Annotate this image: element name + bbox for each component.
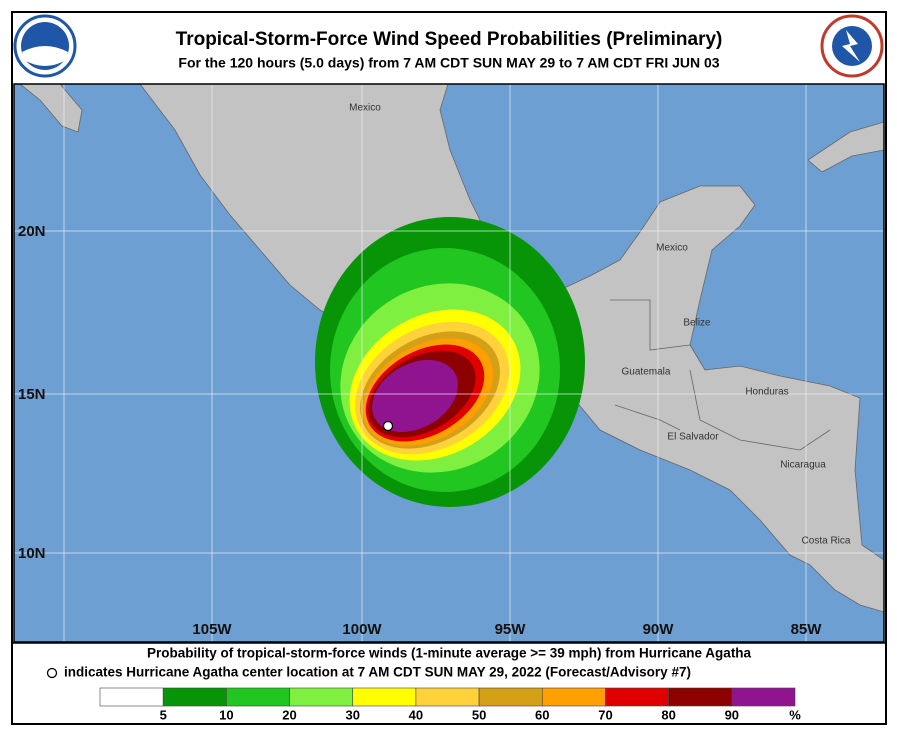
probability-contours bbox=[315, 217, 585, 507]
legend-label: 60 bbox=[535, 707, 549, 722]
caption: indicates Hurricane Agatha center locati… bbox=[64, 665, 691, 680]
legend-swatch bbox=[162, 687, 227, 707]
caption: Probability of tropical-storm-force wind… bbox=[147, 646, 752, 661]
place-label: Mexico bbox=[349, 103, 381, 114]
lat-label: 15N bbox=[18, 386, 46, 403]
lon-label: 85W bbox=[791, 621, 823, 638]
map-border bbox=[13, 83, 885, 643]
lat-label: 10N bbox=[18, 545, 46, 562]
storm-center bbox=[382, 420, 394, 432]
legend-label: 90 bbox=[725, 707, 739, 722]
legend-swatch bbox=[731, 687, 796, 707]
legend-label: 10 bbox=[219, 707, 233, 722]
nws-logo bbox=[820, 14, 884, 78]
legend-swatch bbox=[289, 687, 354, 707]
lon-label: 100W bbox=[342, 621, 382, 638]
place-label: Mexico bbox=[656, 243, 688, 254]
legend-label: 80 bbox=[661, 707, 675, 722]
legend-swatch bbox=[668, 687, 733, 707]
legend-label: 70 bbox=[598, 707, 612, 722]
contour bbox=[372, 359, 458, 433]
map: Mexico Mexico Belize Guatemala Honduras … bbox=[14, 84, 884, 642]
legend: 5 10 20 30 40 50 60 70 80 90% bbox=[99, 687, 801, 722]
legend-swatch bbox=[541, 687, 606, 707]
lon-label: 95W bbox=[495, 621, 527, 638]
place-label: Honduras bbox=[745, 387, 788, 398]
legend-swatch bbox=[605, 687, 669, 707]
subtitle: For the 120 hours (5.0 days) from 7 AM C… bbox=[178, 55, 719, 71]
legend-swatch bbox=[415, 687, 480, 707]
legend-label: 20 bbox=[282, 707, 296, 722]
noaa-logo bbox=[13, 14, 77, 78]
title: Tropical-Storm-Force Wind Speed Probabil… bbox=[176, 29, 723, 50]
legend-label: 5 bbox=[160, 707, 167, 722]
legend-swatch bbox=[478, 687, 543, 707]
center-icon bbox=[46, 667, 58, 679]
lat-label: 20N bbox=[18, 223, 46, 240]
legend-label: % bbox=[789, 707, 801, 722]
land bbox=[19, 84, 83, 133]
place-label: Belize bbox=[683, 318, 711, 329]
place-label: El Salvador bbox=[667, 432, 719, 443]
lon-label: 90W bbox=[643, 621, 675, 638]
legend-swatch bbox=[226, 687, 290, 707]
lon-label: 105W bbox=[192, 621, 232, 638]
legend-label: 30 bbox=[345, 707, 359, 722]
legend-label: 50 bbox=[472, 707, 486, 722]
legend-swatch bbox=[99, 687, 164, 707]
place-label: Costa Rica bbox=[802, 536, 851, 547]
land bbox=[807, 121, 884, 173]
borders bbox=[610, 299, 831, 451]
place-label: Guatemala bbox=[622, 367, 671, 378]
legend-label: 40 bbox=[409, 707, 423, 722]
grid bbox=[14, 84, 884, 642]
legend-swatch bbox=[352, 687, 417, 707]
place-label: Nicaragua bbox=[780, 460, 826, 471]
